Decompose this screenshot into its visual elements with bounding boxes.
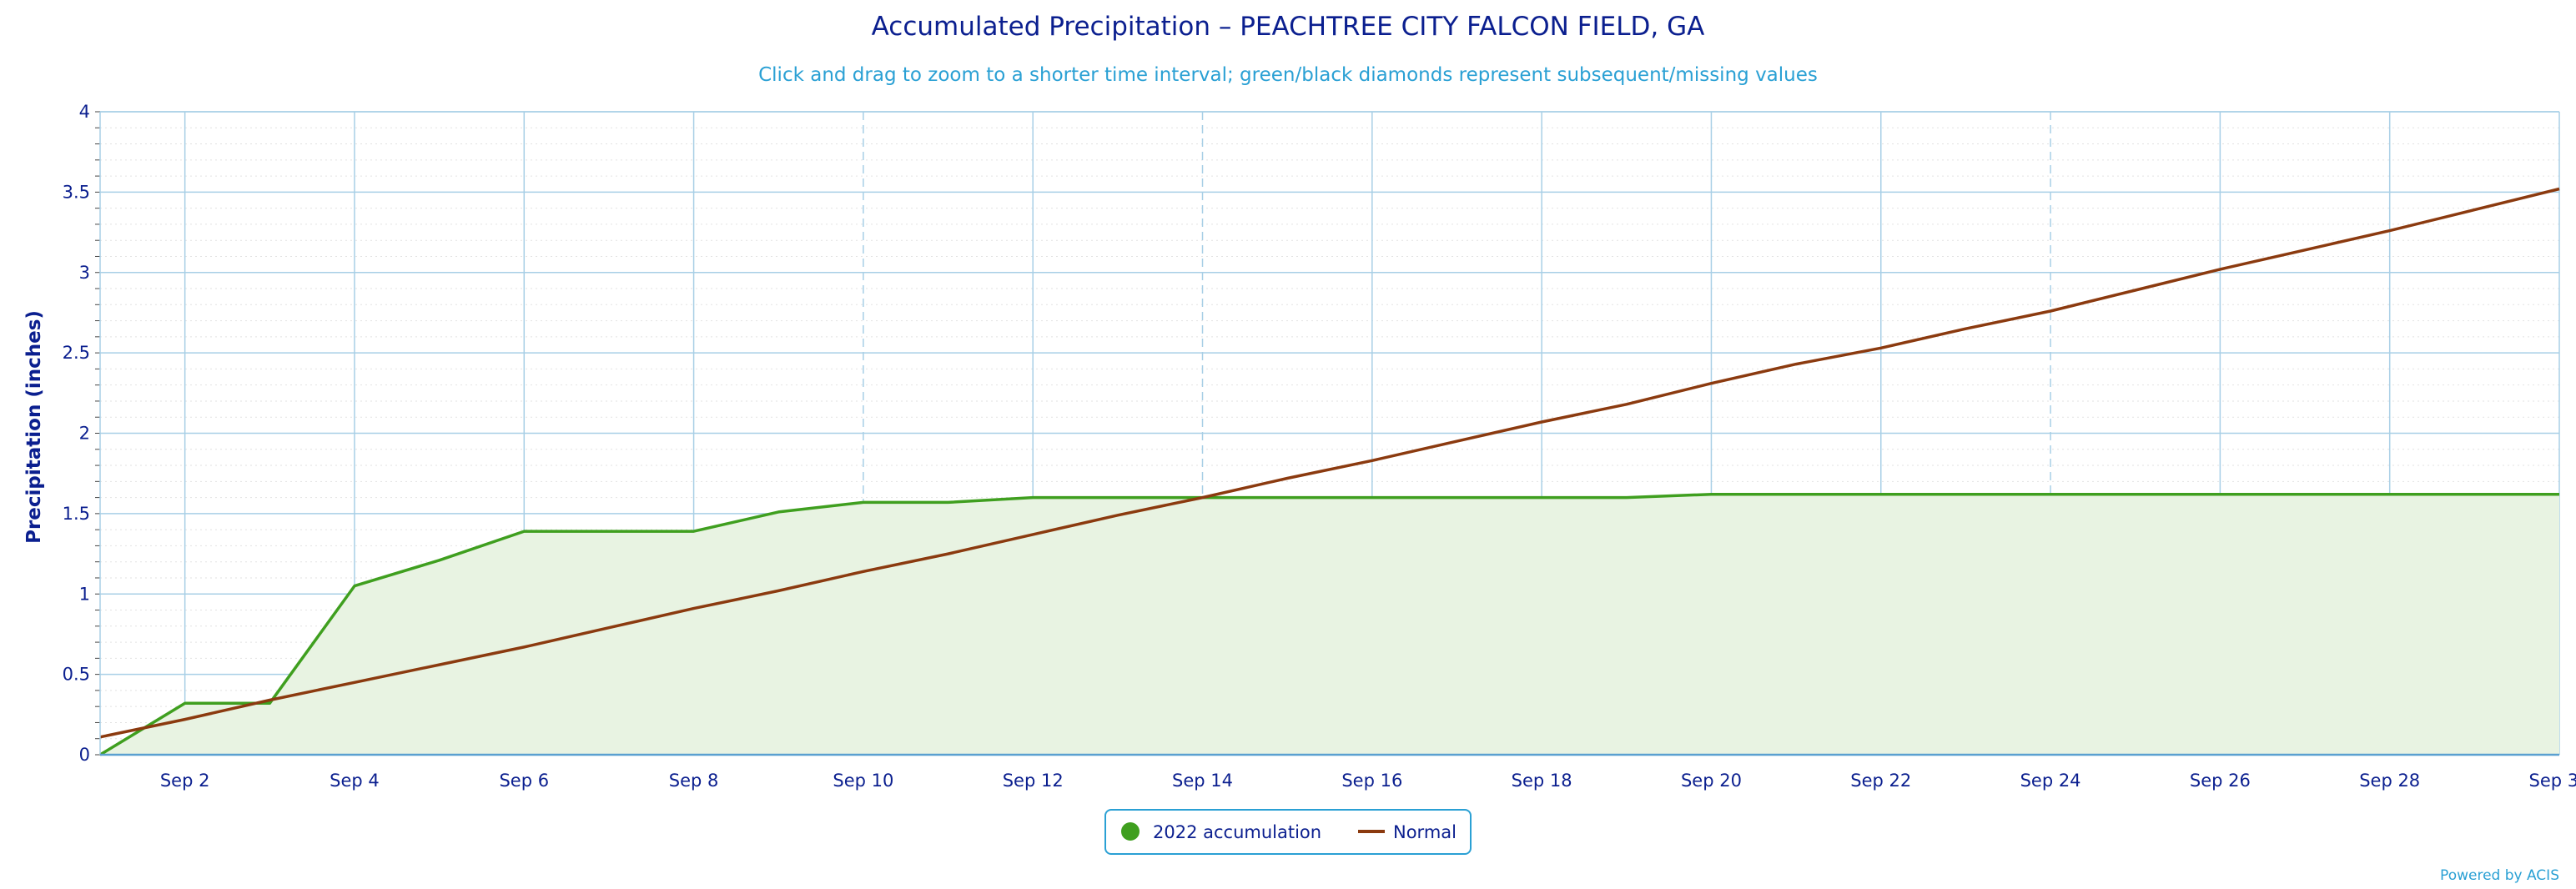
y-tick-label: 0.5 xyxy=(63,665,90,685)
x-tick-label: Sep 18 xyxy=(1512,771,1572,791)
x-tick-label: Sep 2 xyxy=(160,771,210,791)
legend-normal-label[interactable]: Normal xyxy=(1393,822,1457,842)
legend-accumulation-marker xyxy=(1121,822,1140,841)
x-tick-label: Sep 6 xyxy=(499,771,549,791)
x-tick-label: Sep 20 xyxy=(1681,771,1742,791)
x-tick-label: Sep 4 xyxy=(330,771,380,791)
legend-box xyxy=(1104,809,1472,855)
y-tick-label: 0 xyxy=(79,745,90,765)
x-tick-label: Sep 10 xyxy=(833,771,893,791)
line-layer xyxy=(99,187,2560,756)
x-tick-label: Sep 24 xyxy=(2020,771,2081,791)
area-layer xyxy=(100,494,2559,755)
chart-subtitle: Click and drag to zoom to a shorter time… xyxy=(758,64,1818,86)
normal-series-line xyxy=(99,187,2560,739)
y-tick-label: 3.5 xyxy=(63,182,90,202)
legend[interactable]: 2022 accumulation Normal xyxy=(1104,809,1472,855)
y-axis-label: Precipitation (inches) xyxy=(23,310,45,544)
x-tick-label: Sep 16 xyxy=(1341,771,1402,791)
accumulation-area-fill xyxy=(100,494,2559,755)
x-tick-label: Sep 14 xyxy=(1172,771,1233,791)
y-tick-label: 2 xyxy=(79,424,90,444)
powered-by-credit[interactable]: Powered by ACIS xyxy=(2440,867,2559,884)
chart-title: Accumulated Precipitation – PEACHTREE CI… xyxy=(872,12,1705,42)
x-tick-label: Sep 8 xyxy=(669,771,719,791)
x-tick-label: Sep 22 xyxy=(1850,771,1911,791)
y-tick-label: 4 xyxy=(79,102,90,122)
axis-layer: 0 0.5 1 1.5 2 2.5 3 3.5 4 Sep 2 Sep 4 Sep 6 Sep 8 Sep… xyxy=(63,102,2576,791)
x-tick-label: Sep 26 xyxy=(2190,771,2251,791)
accumulation-series-line xyxy=(99,492,2559,756)
y-tick-label: 2.5 xyxy=(63,343,90,363)
y-tick-label: 1 xyxy=(79,584,90,604)
legend-accumulation-label[interactable]: 2022 accumulation xyxy=(1153,822,1321,842)
x-tick-label: Sep 28 xyxy=(2359,771,2420,791)
y-tick-label: 3 xyxy=(79,263,90,283)
y-tick-label: 1.5 xyxy=(63,504,90,524)
x-tick-label: Sep 12 xyxy=(1003,771,1064,791)
x-tick-label: Sep 30 xyxy=(2529,771,2576,791)
